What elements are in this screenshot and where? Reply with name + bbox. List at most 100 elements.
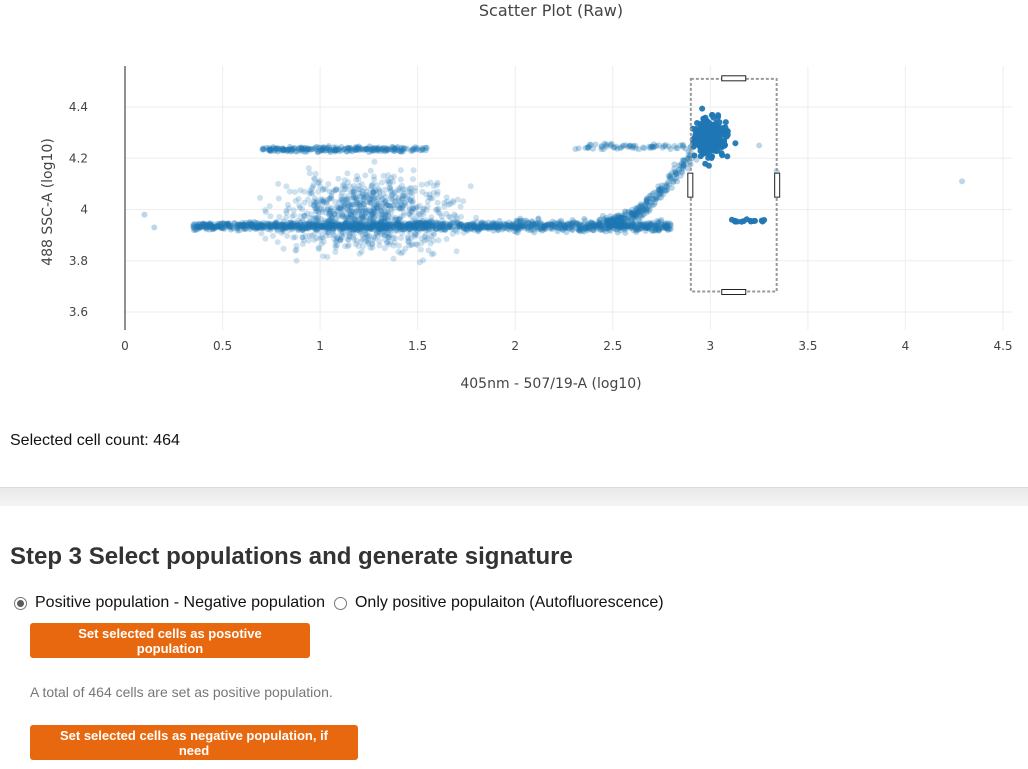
data-point — [385, 208, 392, 215]
set-negative-population-button[interactable]: Set selected cells as negative populatio… — [30, 725, 358, 760]
data-point — [320, 238, 327, 245]
data-point — [400, 222, 407, 229]
data-point — [389, 221, 396, 228]
data-point — [574, 221, 581, 228]
data-point — [548, 224, 555, 231]
data-point — [320, 223, 327, 230]
data-point — [211, 225, 218, 232]
data-point — [634, 210, 641, 217]
data-point — [341, 223, 348, 230]
data-point — [318, 224, 325, 231]
selection-handle-left[interactable] — [687, 172, 694, 198]
data-point — [528, 223, 535, 230]
data-point — [343, 211, 350, 218]
selection-handle-bottom[interactable] — [721, 289, 747, 295]
data-point — [304, 146, 311, 153]
data-point — [320, 196, 327, 203]
data-point — [284, 146, 291, 153]
data-point — [619, 215, 626, 222]
data-point — [641, 224, 648, 231]
data-point — [603, 219, 610, 226]
data-point — [231, 220, 238, 227]
data-point — [262, 235, 269, 242]
data-point — [349, 189, 356, 196]
data-point — [582, 224, 589, 231]
data-point — [382, 199, 389, 206]
data-point — [464, 223, 471, 230]
data-point — [351, 216, 358, 223]
data-point — [627, 223, 634, 230]
data-point — [365, 223, 372, 230]
data-point — [384, 234, 391, 241]
radio-positive-only[interactable] — [333, 596, 347, 610]
data-point — [306, 218, 313, 225]
data-point — [272, 223, 279, 230]
data-point — [321, 222, 328, 229]
data-point — [577, 225, 584, 232]
data-point — [266, 223, 273, 230]
data-point — [636, 222, 643, 229]
data-point — [537, 225, 544, 232]
selection-handle-top[interactable] — [721, 75, 747, 82]
selection-box[interactable] — [687, 75, 781, 295]
data-point — [648, 222, 655, 229]
data-point — [267, 146, 274, 153]
data-point — [628, 210, 635, 217]
data-point — [405, 221, 412, 228]
data-point — [348, 212, 355, 219]
data-point — [426, 222, 433, 229]
data-point — [281, 223, 288, 230]
data-point — [365, 222, 372, 229]
data-point — [624, 223, 631, 230]
data-point — [335, 205, 342, 212]
radio-positive-only-label[interactable]: Only positive populaiton (Autofluorescen… — [354, 594, 664, 611]
data-point — [200, 220, 207, 227]
data-point — [550, 221, 557, 228]
scatter-plot[interactable]: Scatter Plot (Raw) 0 0.5 1 1.5 2 2.5 3 3.5 4 4.53… — [0, 0, 1028, 400]
data-point — [356, 220, 363, 227]
data-point — [288, 147, 295, 154]
data-point — [410, 145, 417, 152]
data-point — [524, 223, 531, 230]
data-point — [614, 229, 621, 236]
data-point — [399, 195, 406, 202]
data-point — [649, 190, 656, 197]
data-point — [598, 223, 605, 230]
data-point — [589, 145, 596, 152]
data-point — [304, 146, 311, 153]
data-point — [381, 225, 388, 232]
data-point — [637, 203, 644, 210]
data-point — [612, 217, 619, 224]
data-point — [291, 224, 298, 231]
data-point — [331, 222, 338, 229]
data-point — [443, 224, 450, 231]
data-point — [490, 223, 497, 230]
data-point — [644, 198, 651, 205]
data-point — [668, 184, 675, 191]
data-point — [462, 222, 469, 229]
data-point — [357, 145, 364, 152]
data-point — [605, 218, 612, 225]
data-point — [336, 221, 343, 228]
data-point — [422, 147, 429, 154]
selection-handle-right[interactable] — [774, 172, 781, 198]
data-point — [324, 253, 331, 260]
radio-positive-negative[interactable] — [14, 596, 27, 610]
data-point — [569, 217, 576, 224]
radio-positive-negative-label[interactable]: Positive population - Negative populatio… — [35, 594, 325, 611]
data-point — [352, 213, 359, 220]
data-point — [287, 145, 294, 152]
data-point — [382, 223, 389, 230]
data-point — [621, 226, 628, 233]
data-point — [437, 223, 444, 230]
set-positive-population-button[interactable]: Set selected cells as posotive populatio… — [30, 623, 310, 658]
data-point — [382, 198, 389, 205]
data-point — [460, 224, 467, 231]
data-point — [371, 235, 378, 242]
data-point — [386, 185, 393, 192]
data-point — [234, 225, 241, 232]
data-point — [280, 146, 287, 153]
data-point — [513, 223, 520, 230]
data-point — [359, 232, 366, 239]
data-point — [253, 223, 260, 230]
